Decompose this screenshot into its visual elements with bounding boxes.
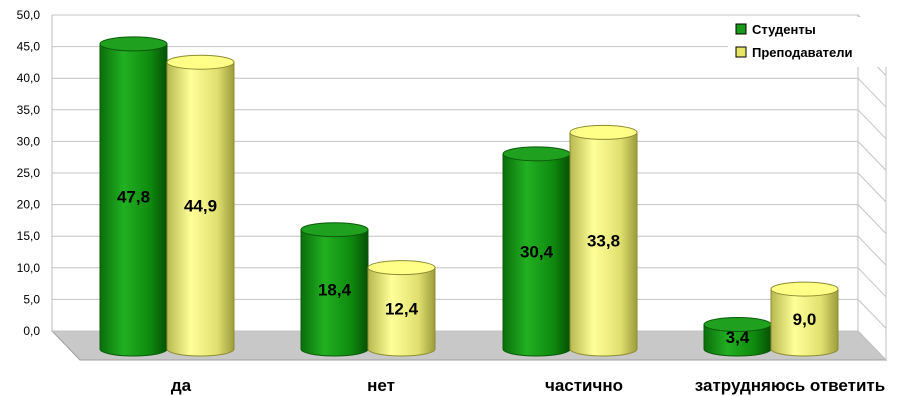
bar-top xyxy=(770,281,839,297)
bar: 30,4 xyxy=(502,146,571,357)
gridline-side xyxy=(857,77,887,108)
gridline-side xyxy=(857,267,887,298)
data-label: 30,4 xyxy=(520,242,554,261)
gridline-side xyxy=(857,172,887,203)
gridline-side xyxy=(857,235,887,266)
y-tick-label: 10,0 xyxy=(17,261,41,275)
y-tick-label: 40,0 xyxy=(17,71,41,85)
bar: 12,4 xyxy=(367,260,436,357)
y-tick-label: 45,0 xyxy=(17,40,41,54)
y-tick-label: 20,0 xyxy=(17,198,41,212)
bar-top xyxy=(569,124,638,140)
bar-body xyxy=(367,267,436,357)
gridline-side xyxy=(857,330,887,361)
data-label: 9,0 xyxy=(793,310,817,329)
data-label: 33,8 xyxy=(587,232,620,251)
legend-label-teachers: Преподаватели xyxy=(752,45,853,60)
legend-swatch-teachers xyxy=(735,46,747,58)
legend: Студенты Преподаватели xyxy=(728,17,888,67)
gridline-side xyxy=(857,109,887,140)
y-tick-label: 30,0 xyxy=(17,134,41,148)
data-label: 44,9 xyxy=(184,197,217,216)
y-axis: 0,0 5,0 10,0 15,0 20,0 25,0 30,0 35,0 40,0 45,0 50… xyxy=(17,8,41,338)
x-category-label: частично xyxy=(545,376,623,395)
bar-top xyxy=(166,54,235,70)
y-tick-label: 15,0 xyxy=(17,229,41,243)
bar-body xyxy=(502,153,571,357)
y-tick-label: 0,0 xyxy=(23,324,40,338)
legend-label-students: Студенты xyxy=(752,22,816,37)
bar: 44,9 xyxy=(166,54,235,357)
bar-body xyxy=(703,324,772,357)
legend-background xyxy=(728,17,888,67)
bar-body xyxy=(770,288,839,357)
x-category-label: затрудняюсь ответить xyxy=(695,376,885,395)
bar-body xyxy=(99,43,168,357)
bar-top xyxy=(367,260,436,276)
y-tick-label: 50,0 xyxy=(17,8,41,22)
bars: 47,8 44,9 18,4 12,4 30,4 33,8 3,4 9,0 xyxy=(99,36,839,357)
x-category-label: нет xyxy=(367,376,395,395)
bar: 33,8 xyxy=(569,124,638,357)
x-category-label: да xyxy=(171,376,192,395)
y-tick-label: 35,0 xyxy=(17,103,41,117)
bar: 47,8 xyxy=(99,36,168,357)
data-label: 12,4 xyxy=(385,299,419,318)
bar-body xyxy=(569,131,638,357)
bar-body xyxy=(166,61,235,357)
y-tick-label: 25,0 xyxy=(17,166,41,180)
y-tick-label: 5,0 xyxy=(23,292,40,306)
gridline-side xyxy=(857,141,887,171)
x-axis: да нет частично затрудняюсь ответить xyxy=(171,376,885,395)
gridline-side xyxy=(857,299,887,329)
plot-frame xyxy=(50,13,888,362)
gridline-side xyxy=(857,204,887,234)
bar-top xyxy=(300,222,369,238)
bar-body xyxy=(300,229,369,357)
bar: 18,4 xyxy=(300,222,369,357)
legend-swatch-students xyxy=(735,23,747,35)
data-label: 47,8 xyxy=(117,187,150,206)
data-label: 3,4 xyxy=(726,328,750,347)
data-label: 18,4 xyxy=(318,280,352,299)
bar-top xyxy=(99,36,168,52)
bar: 3,4 xyxy=(703,317,772,357)
bar: 9,0 xyxy=(770,281,839,357)
bar-top xyxy=(502,146,571,162)
